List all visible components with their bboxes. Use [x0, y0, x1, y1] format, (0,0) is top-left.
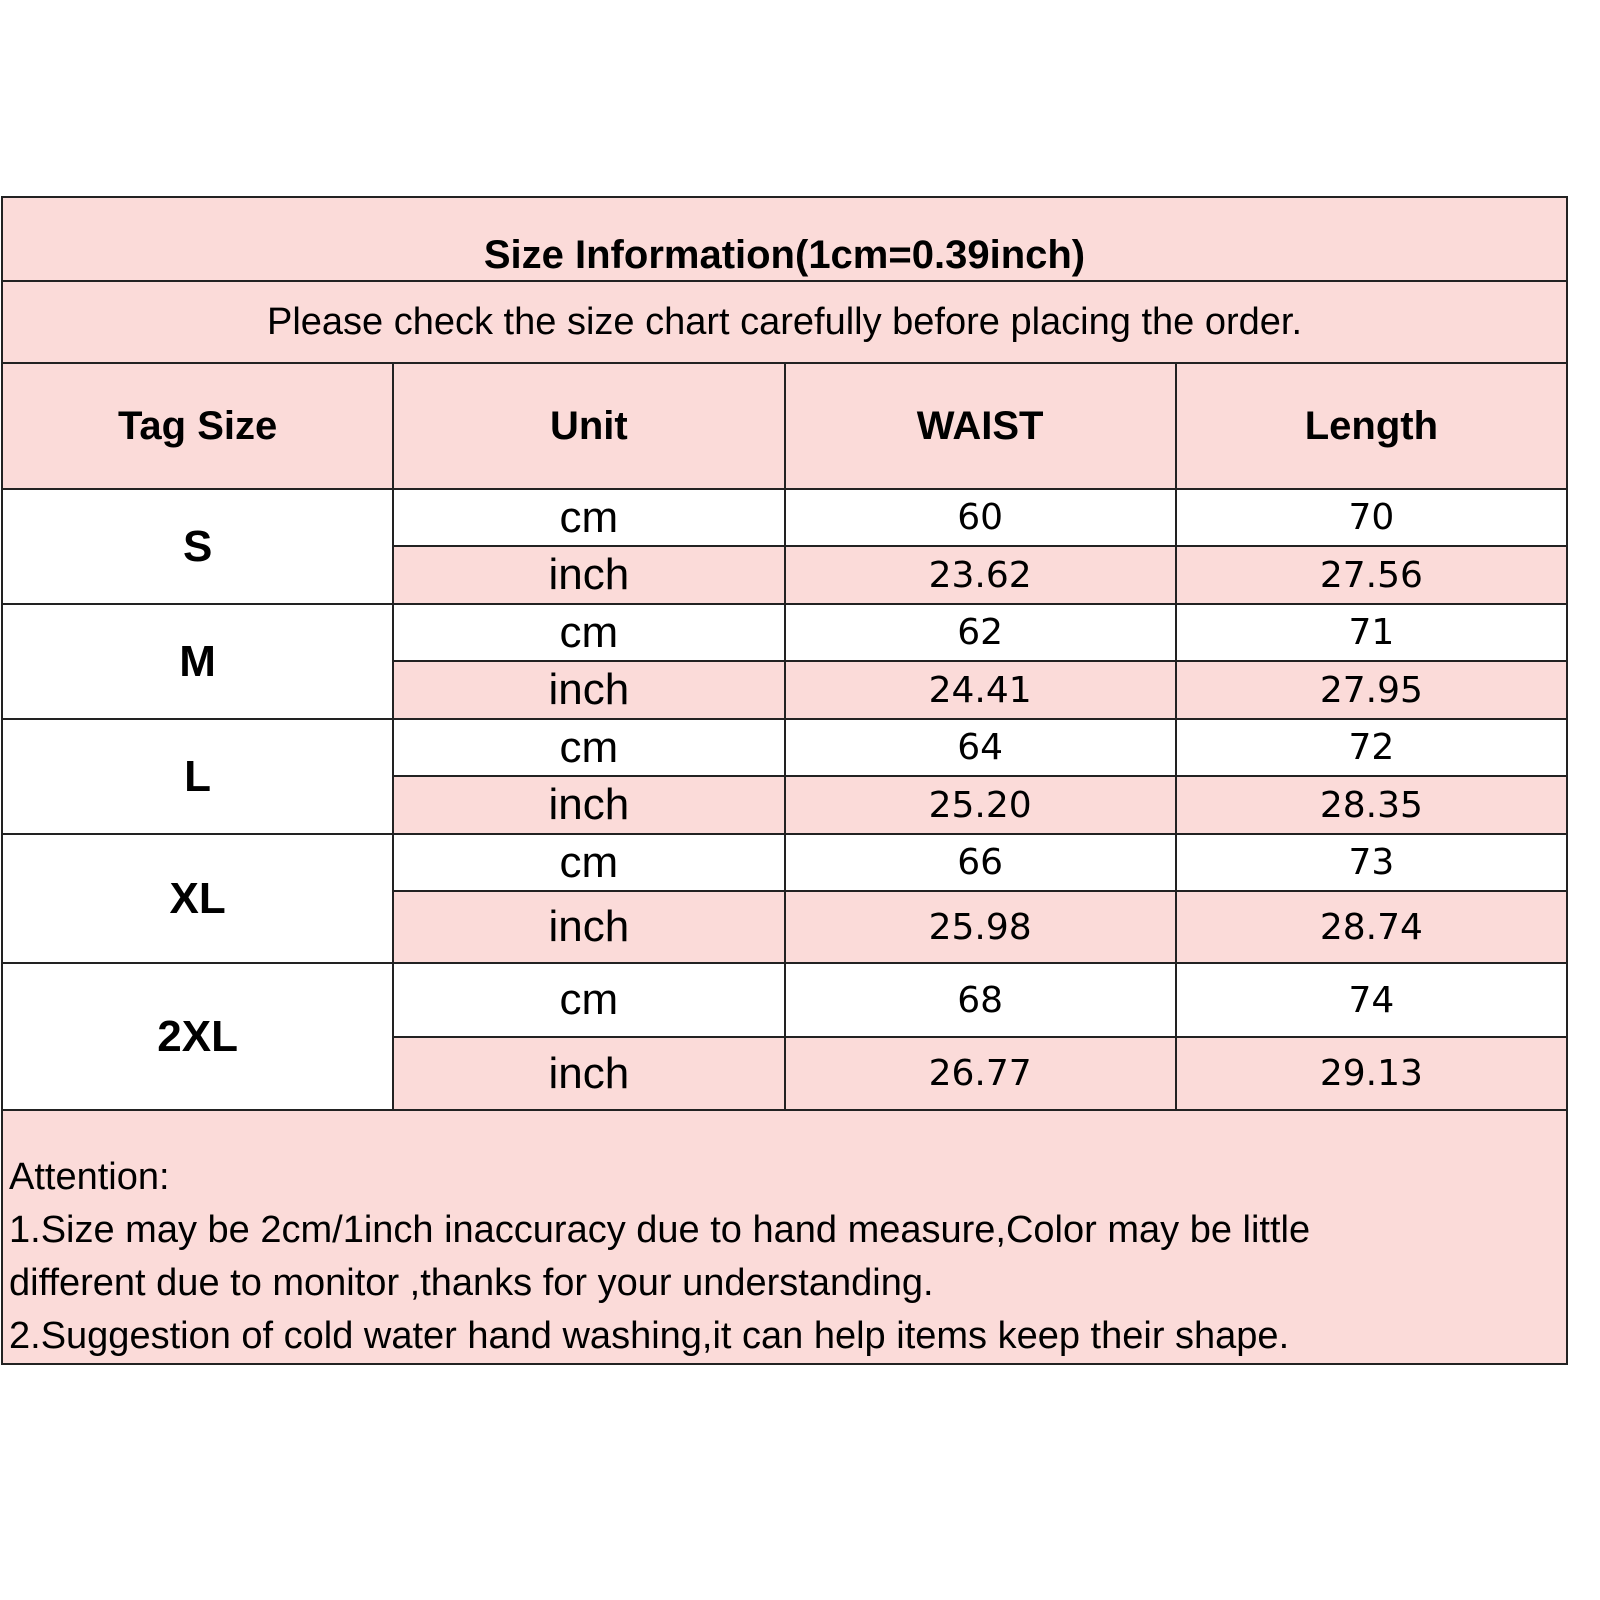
length-cell: 74 [1174, 962, 1569, 1038]
table-row: inch 25.20 28.35 [2, 775, 1569, 835]
header-unit: Unit [392, 362, 786, 490]
attention-line: 1.Size may be 2cm/1inch inaccuracy due t… [9, 1209, 1311, 1251]
waist-cell: 25.20 [783, 775, 1177, 835]
length-cell: 70 [1174, 488, 1569, 547]
header-waist: WAIST [783, 362, 1177, 490]
waist-cell: 23.62 [783, 545, 1177, 605]
length-cell: 27.95 [1174, 660, 1569, 720]
unit-cell: cm [392, 603, 786, 662]
header-length: Length [1174, 362, 1569, 490]
waist-cell: 25.98 [783, 890, 1177, 964]
tag-size-cell: M [0, 603, 395, 720]
waist-cell: 24.41 [783, 660, 1177, 720]
length-cell: 27.56 [1174, 545, 1569, 605]
table-row: inch 26.77 29.13 [2, 1036, 1569, 1111]
tag-size-cell: L [0, 718, 395, 835]
table-row: inch 25.98 28.74 [2, 890, 1569, 964]
table-row: XL cm 66 73 [0, 833, 1569, 964]
tag-size-cell: 2XL [0, 962, 395, 1111]
unit-cell: inch [392, 660, 786, 720]
length-cell: 28.74 [1174, 890, 1569, 964]
waist-cell: 68 [783, 962, 1177, 1038]
unit-cell: cm [392, 962, 786, 1038]
length-cell: 29.13 [1174, 1036, 1569, 1111]
attention-notes: Attention: 1.Size may be 2cm/1inch inacc… [1, 1109, 1568, 1365]
size-chart-table: Size Information(1cm=0.39inch) Please ch… [0, 196, 1569, 1365]
length-cell: 28.35 [1174, 775, 1569, 835]
length-cell: 73 [1174, 833, 1569, 892]
length-cell: 71 [1174, 603, 1569, 662]
waist-cell: 66 [783, 833, 1177, 892]
unit-cell: cm [392, 718, 786, 777]
size-chart-subtitle: Please check the size chart carefully be… [1, 280, 1568, 364]
table-row: 2XL cm 68 74 [0, 962, 1569, 1111]
unit-cell: inch [392, 890, 786, 964]
table-row: L cm 64 72 [0, 718, 1569, 835]
unit-cell: cm [392, 833, 786, 892]
attention-line: different due to monitor ,thanks for you… [9, 1262, 934, 1304]
unit-cell: inch [392, 1036, 786, 1111]
unit-cell: inch [392, 545, 786, 605]
attention-line: 2.Suggestion of cold water hand washing,… [9, 1315, 1290, 1357]
waist-cell: 62 [783, 603, 1177, 662]
attention-heading: Attention: [9, 1156, 170, 1198]
table-row: inch 24.41 27.95 [2, 660, 1569, 720]
unit-cell: cm [392, 488, 786, 547]
tag-size-cell: XL [0, 833, 395, 964]
table-row: M cm 62 71 [0, 603, 1569, 720]
table-row: S cm 60 70 [0, 488, 1569, 605]
unit-cell: inch [392, 775, 786, 835]
waist-cell: 64 [783, 718, 1177, 777]
table-row: inch 23.62 27.56 [2, 545, 1569, 605]
waist-cell: 26.77 [783, 1036, 1177, 1111]
waist-cell: 60 [783, 488, 1177, 547]
length-cell: 72 [1174, 718, 1569, 777]
tag-size-cell: S [0, 488, 395, 605]
header-tag-size: Tag Size [0, 362, 395, 490]
size-chart-title: Size Information(1cm=0.39inch) [1, 196, 1568, 282]
